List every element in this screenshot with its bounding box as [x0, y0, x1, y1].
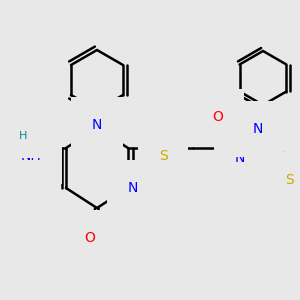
Text: N: N — [253, 122, 263, 136]
Text: N: N — [128, 181, 138, 195]
Text: S: S — [286, 173, 294, 187]
Text: O: O — [213, 110, 224, 124]
Text: H: H — [19, 131, 27, 141]
Text: N: N — [235, 151, 245, 165]
Text: NH: NH — [21, 149, 41, 163]
Text: 2: 2 — [35, 138, 41, 148]
Text: H: H — [226, 167, 234, 177]
Text: N: N — [92, 118, 102, 132]
Text: S: S — [159, 149, 167, 163]
Text: O: O — [85, 231, 95, 245]
